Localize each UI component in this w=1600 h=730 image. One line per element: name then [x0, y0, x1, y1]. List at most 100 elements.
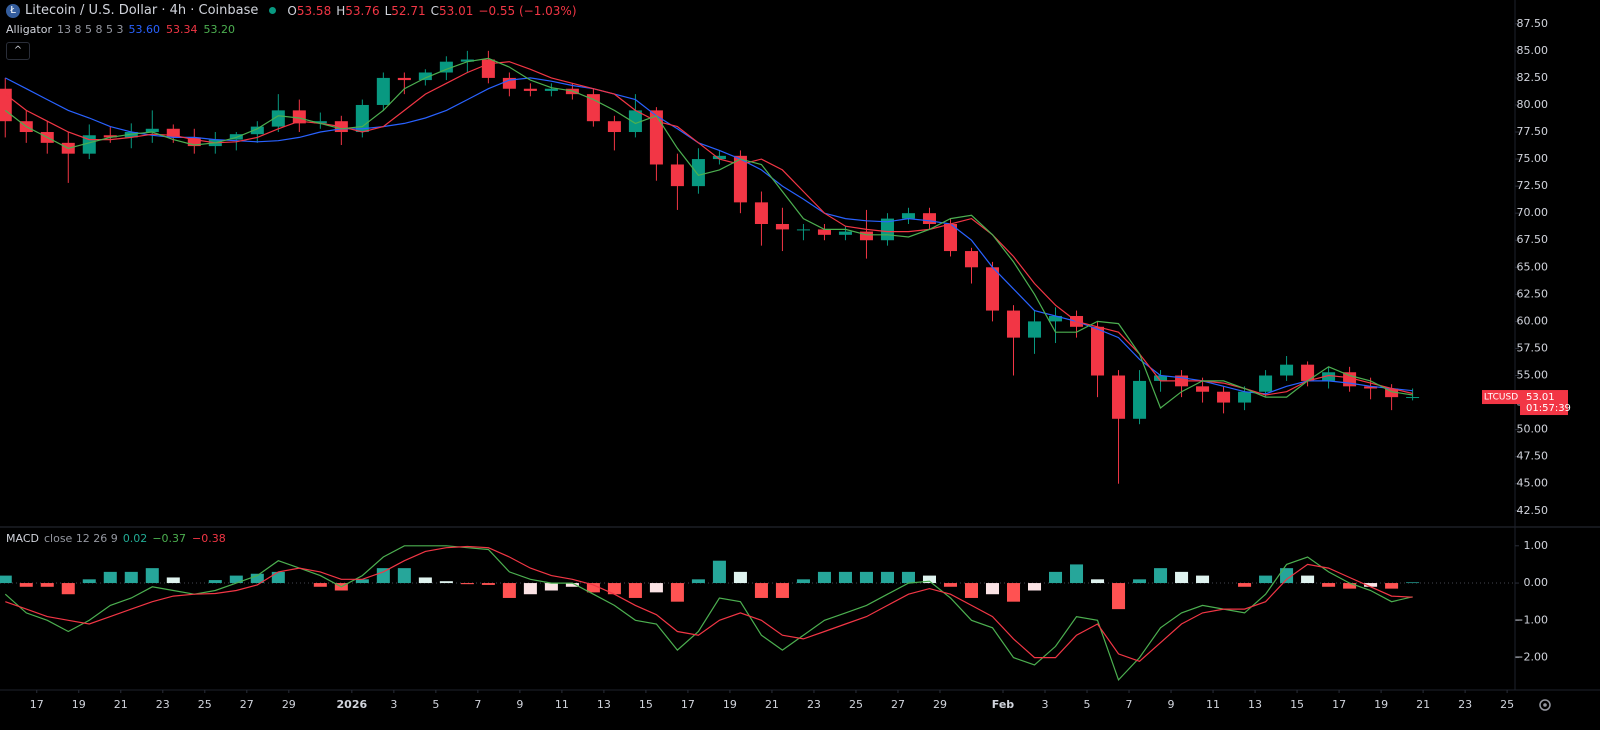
candle-body	[481, 59, 495, 78]
candle-body	[1301, 364, 1315, 381]
indicator-name[interactable]: MACD	[6, 532, 39, 545]
histogram-bar	[250, 573, 264, 584]
x-tick-label: 9	[1168, 698, 1175, 711]
x-tick-label: 17	[1332, 698, 1346, 711]
histogram-bar	[754, 583, 768, 598]
candle-body	[964, 251, 979, 268]
candle-body	[1259, 375, 1273, 392]
collapse-button[interactable]: ^	[6, 42, 30, 60]
histogram-bar	[166, 577, 180, 584]
indicator-value: −0.37	[152, 532, 187, 545]
y-tick-label: 77.50	[1517, 125, 1549, 138]
indicator-params: close 12 26 9	[43, 532, 118, 545]
candle-body	[0, 88, 12, 122]
candle-body	[1196, 386, 1210, 392]
candle-body	[754, 202, 768, 225]
candle-body	[145, 128, 159, 133]
x-tick-label: 25	[1500, 698, 1514, 711]
settings-ring	[1539, 699, 1551, 711]
histogram-bar	[1322, 583, 1336, 587]
histogram-bar	[355, 579, 369, 584]
histogram-bar	[712, 560, 726, 584]
x-tick-label: 17	[681, 698, 695, 711]
settings-icon[interactable]	[1539, 699, 1551, 711]
histogram-bar	[145, 568, 159, 584]
quote: O 53.58 H 53.76 L 52.71 C 53.01 −0.55 (−1.03%)	[287, 4, 576, 18]
histogram-bar	[1364, 583, 1378, 587]
quote-item: 53.58	[296, 3, 332, 18]
candle-body	[376, 77, 390, 105]
candle-body	[313, 121, 327, 124]
candle-body	[460, 59, 474, 62]
histogram-bar	[586, 583, 600, 593]
candle-body	[355, 104, 369, 133]
candle-body	[649, 110, 663, 165]
histogram-bar	[523, 583, 537, 595]
symbol-tag	[1482, 390, 1520, 405]
candle-body	[691, 159, 705, 187]
symbol-tag-label: LTCUSD	[1484, 393, 1518, 403]
x-tick-label: 13	[597, 698, 611, 711]
candle-body	[1027, 321, 1042, 338]
x-tick-label: 7	[474, 698, 481, 711]
indicator-name[interactable]: Alligator	[6, 23, 52, 36]
candle-body	[418, 72, 432, 81]
y-tick-label: 75.00	[1517, 152, 1549, 165]
y-tick-label: 62.50	[1517, 287, 1549, 300]
histogram-bar	[1154, 568, 1168, 584]
histogram-bar	[1280, 568, 1294, 584]
price-tag	[1520, 390, 1568, 416]
candle-body	[670, 164, 684, 187]
histogram-bar	[481, 583, 495, 585]
y-tick-label: 60.00	[1517, 314, 1549, 327]
x-tick-label: 2026	[337, 698, 368, 711]
indicator-value: 53.34	[165, 23, 198, 36]
macd-line	[5, 545, 1413, 662]
y-tick-label: 1.00	[1524, 539, 1549, 552]
candle-body	[544, 88, 558, 91]
candle-body	[733, 155, 747, 203]
x-tick-label: 25	[849, 698, 863, 711]
candle-body	[1238, 391, 1252, 403]
quote-item: 53.76	[345, 3, 380, 18]
candle-body	[397, 77, 411, 81]
y-tick-label: 0.00	[1524, 576, 1549, 589]
symbol-icon: Ł	[6, 3, 20, 18]
histogram-bar	[922, 575, 936, 584]
y-tick-label: 85.00	[1517, 44, 1549, 57]
y-tick-label: 80.00	[1517, 98, 1549, 111]
histogram-bar	[1112, 583, 1126, 610]
histogram-bar	[649, 583, 663, 593]
macd-line	[4, 545, 1413, 682]
histogram-bar	[733, 571, 747, 584]
candle-body	[838, 231, 852, 235]
symbol-title[interactable]: Litecoin / U.S. Dollar · 4h · Coinbase	[25, 3, 259, 18]
histogram-bar	[19, 583, 33, 587]
candle-body	[985, 267, 1000, 311]
candle-body	[775, 224, 789, 230]
histogram-bar	[1196, 575, 1210, 584]
histogram-bar	[628, 583, 642, 598]
histogram-bar	[1027, 583, 1042, 591]
histogram-bar	[1343, 583, 1357, 589]
histogram-bar	[313, 583, 327, 587]
histogram-bar	[1070, 564, 1084, 584]
alligator-line	[4, 61, 1413, 396]
symbol-header: Ł Litecoin / U.S. Dollar · 4h · Coinbase…	[6, 3, 577, 18]
y-tick-label: −2.00	[1514, 651, 1548, 664]
histogram-bar	[229, 575, 243, 584]
histogram-bar	[943, 583, 957, 587]
histogram-bar	[103, 571, 117, 584]
candle-body	[817, 229, 831, 235]
histogram-bar	[271, 571, 285, 584]
candle-body	[943, 224, 957, 252]
histogram-bar	[607, 583, 621, 595]
candle-body	[250, 126, 264, 135]
candle-body	[1112, 375, 1126, 419]
quote-item: O	[287, 3, 297, 18]
candle-body	[103, 135, 117, 138]
histogram-bar	[82, 579, 96, 584]
histogram-bar	[1091, 579, 1105, 584]
candle-body	[271, 110, 285, 127]
